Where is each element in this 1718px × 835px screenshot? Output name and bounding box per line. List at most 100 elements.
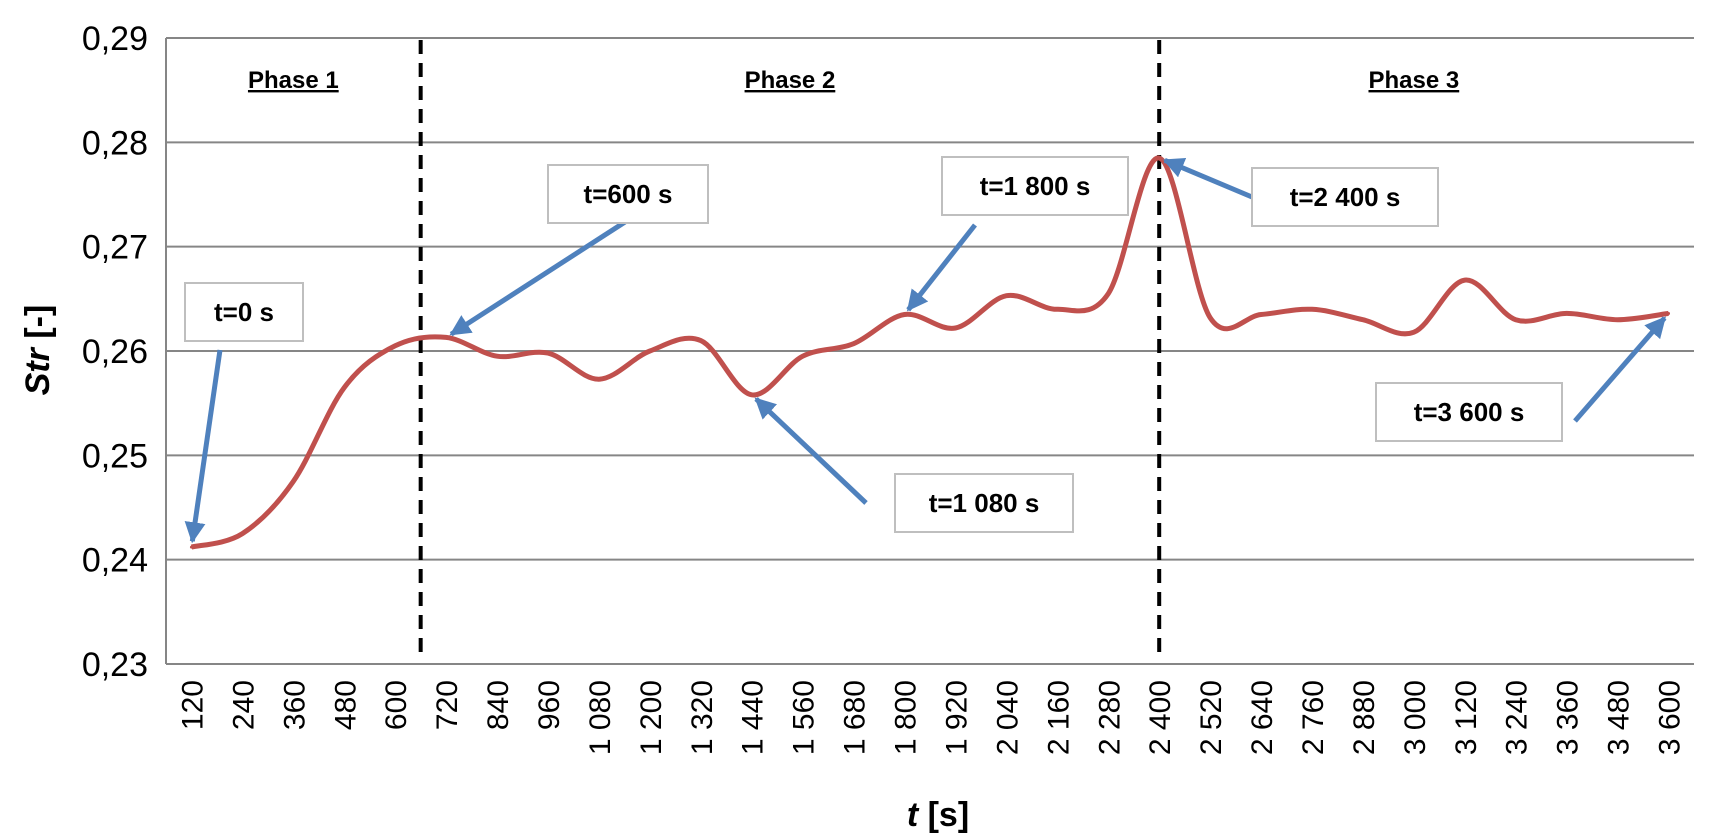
phase-label: Phase 2 bbox=[745, 67, 836, 94]
y-tick-label: 0,29 bbox=[82, 20, 148, 58]
x-tick-label: 2 880 bbox=[1348, 680, 1381, 755]
callout-label: t=600 s bbox=[584, 179, 673, 209]
data-point bbox=[597, 377, 601, 381]
y-tick-label: 0,27 bbox=[82, 229, 148, 267]
data-point bbox=[1412, 330, 1416, 334]
callout-label: t=1 080 s bbox=[929, 488, 1040, 518]
x-axis-title-unit: [s] bbox=[918, 796, 969, 834]
callout-box bbox=[941, 156, 1129, 216]
x-tick-label: 360 bbox=[278, 680, 311, 730]
data-point bbox=[1616, 318, 1620, 322]
callouts: t=0 s t=600 s t=1 080 s t=1 800 s t=2 400 s t… bbox=[184, 156, 1667, 544]
data-point bbox=[495, 354, 499, 358]
data-point bbox=[240, 532, 244, 536]
x-tick-label: 3 120 bbox=[1450, 680, 1483, 755]
data-point bbox=[1361, 318, 1365, 322]
data-point bbox=[342, 386, 346, 390]
data-point bbox=[648, 349, 652, 353]
data-point bbox=[1667, 311, 1671, 315]
data-point bbox=[1514, 318, 1518, 322]
x-tick-label: 3 360 bbox=[1552, 680, 1585, 755]
data-point bbox=[444, 335, 448, 339]
data-point bbox=[1310, 307, 1314, 311]
x-tick-label: 1 680 bbox=[839, 680, 872, 755]
data-point bbox=[953, 326, 957, 330]
x-tick-label: 2 040 bbox=[991, 680, 1024, 755]
callout-label: t=3 600 s bbox=[1414, 397, 1525, 427]
x-tick-label: 2 640 bbox=[1246, 680, 1279, 755]
callout-arrow bbox=[906, 223, 977, 312]
data-point bbox=[750, 393, 754, 397]
x-tick-label: 720 bbox=[431, 680, 464, 730]
grid-lines bbox=[165, 37, 1694, 665]
callout-arrow bbox=[1573, 316, 1667, 423]
data-point bbox=[699, 339, 703, 343]
phase-dividers bbox=[418, 40, 1162, 660]
data-point bbox=[1055, 307, 1059, 311]
callout-box bbox=[547, 164, 709, 224]
y-tick-label: 0,25 bbox=[82, 437, 148, 475]
data-point bbox=[291, 479, 295, 483]
callout-arrow bbox=[184, 349, 223, 544]
data-point bbox=[1259, 312, 1263, 316]
x-tick-label: 2 400 bbox=[1144, 680, 1177, 755]
data-point bbox=[1565, 311, 1569, 315]
x-tick-label: 3 480 bbox=[1603, 680, 1636, 755]
callout-box bbox=[894, 473, 1074, 533]
data-point bbox=[393, 344, 397, 348]
x-tick-label: 840 bbox=[482, 680, 515, 730]
phase-labels: Phase 1 Phase 2 Phase 3 bbox=[248, 67, 1459, 94]
data-point bbox=[1208, 316, 1212, 320]
x-tick-label: 1 080 bbox=[584, 680, 617, 755]
x-tick-label: 2 160 bbox=[1042, 680, 1075, 755]
callout-arrow bbox=[449, 219, 627, 337]
series-layer bbox=[189, 155, 1671, 550]
x-tick-label: 1 200 bbox=[635, 680, 668, 755]
y-axis-title-unit: [-] bbox=[19, 305, 57, 348]
x-tick-label: 2 280 bbox=[1093, 680, 1126, 755]
y-tick-labels: 0,23 0,24 0,25 0,26 0,27 0,28 0,29 bbox=[82, 20, 148, 684]
x-tick-label: 3 600 bbox=[1654, 680, 1687, 755]
x-tick-label: 3 000 bbox=[1399, 680, 1432, 755]
y-tick-label: 0,24 bbox=[82, 542, 148, 580]
callout-box bbox=[1375, 382, 1563, 442]
x-tick-label: 1 440 bbox=[737, 680, 770, 755]
x-tick-label: 600 bbox=[380, 680, 413, 730]
x-tick-label: 3 240 bbox=[1501, 680, 1534, 755]
x-tick-label: 1 560 bbox=[788, 680, 821, 755]
x-tick-label: 1 920 bbox=[940, 680, 973, 755]
x-tick-label: 480 bbox=[329, 680, 362, 730]
y-axis-title: Str [-] bbox=[19, 305, 57, 396]
data-point bbox=[1463, 278, 1467, 282]
y-tick-label: 0,26 bbox=[82, 333, 148, 371]
data-point bbox=[1004, 294, 1008, 298]
phase-label: Phase 3 bbox=[1368, 67, 1459, 94]
y-tick-label: 0,28 bbox=[82, 124, 148, 162]
data-point bbox=[546, 351, 550, 355]
x-tick-label: 1 800 bbox=[890, 680, 923, 755]
callout-arrow bbox=[754, 397, 868, 505]
x-tick-labels: 120 240 360 480 600 720 840 960 1 080 1 200 1 320 1… bbox=[176, 680, 1686, 755]
x-axis-title-italic: t bbox=[907, 796, 920, 834]
phase-label: Phase 1 bbox=[248, 67, 339, 94]
x-tick-label: 120 bbox=[176, 680, 209, 730]
callout-arrow bbox=[1162, 157, 1253, 200]
y-tick-label: 0,23 bbox=[82, 646, 148, 684]
x-tick-label: 2 760 bbox=[1297, 680, 1330, 755]
callout-label: t=0 s bbox=[214, 297, 274, 327]
callout-box bbox=[1251, 167, 1439, 227]
data-point bbox=[852, 342, 856, 346]
data-point bbox=[1106, 292, 1110, 296]
data-point bbox=[801, 354, 805, 358]
data-point bbox=[189, 545, 193, 549]
x-tick-label: 240 bbox=[227, 680, 260, 730]
callout-box bbox=[184, 282, 304, 342]
x-tick-label: 2 520 bbox=[1195, 680, 1228, 755]
y-axis-title-italic: Str bbox=[19, 346, 57, 395]
callout-label: t=2 400 s bbox=[1290, 182, 1401, 212]
x-tick-label: 1 320 bbox=[686, 680, 719, 755]
data-point bbox=[903, 312, 907, 316]
callout-label: t=1 800 s bbox=[980, 171, 1091, 201]
x-axis-title: t [s] bbox=[907, 796, 969, 834]
